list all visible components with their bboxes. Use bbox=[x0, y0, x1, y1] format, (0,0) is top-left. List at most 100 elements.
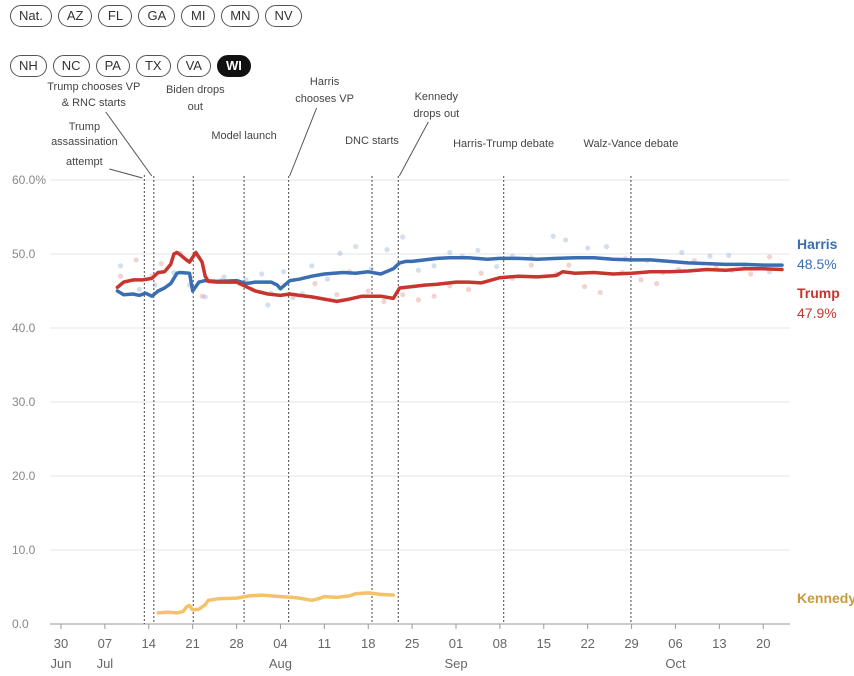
event-label: chooses VP bbox=[295, 93, 354, 105]
trump-poll-dot bbox=[312, 281, 318, 287]
state-tab[interactable]: MN bbox=[221, 5, 260, 27]
harris-poll-dot bbox=[280, 269, 287, 275]
x-tick-label: 30 bbox=[54, 636, 68, 651]
y-tick-label: 20.0 bbox=[12, 469, 36, 483]
event-label: drops out bbox=[413, 108, 459, 120]
x-tick-label: 15 bbox=[537, 636, 551, 651]
x-month-label: Aug bbox=[269, 656, 292, 671]
state-tabs-row-2: NH NC PA TX VA WI bbox=[10, 55, 251, 77]
trump-poll-dot bbox=[654, 281, 660, 287]
event-connector bbox=[398, 121, 429, 177]
y-tick-label: 60.0% bbox=[12, 173, 46, 187]
x-tick-label: 18 bbox=[361, 636, 375, 651]
trump-poll-dot bbox=[365, 288, 371, 294]
y-tick-label: 30.0 bbox=[12, 395, 36, 409]
series-label-kennedy: Kennedy bbox=[797, 590, 854, 606]
harris-poll-dot bbox=[415, 267, 421, 273]
harris-poll-dot bbox=[563, 237, 569, 243]
series-label-harris: Harris bbox=[797, 236, 838, 252]
harris-poll-dot bbox=[136, 286, 142, 293]
trump-poll-dot bbox=[431, 293, 437, 299]
trump-poll-dot bbox=[158, 261, 164, 267]
harris-poll-dot bbox=[679, 249, 685, 256]
trump-poll-dot bbox=[199, 293, 205, 299]
trump-poll-dot bbox=[748, 271, 754, 277]
harris-poll-dot bbox=[202, 294, 208, 300]
x-month-label: Jun bbox=[51, 656, 72, 671]
event-label: attempt bbox=[66, 156, 103, 168]
trump-poll-dot bbox=[766, 254, 773, 260]
x-tick-label: 08 bbox=[493, 636, 507, 651]
y-tick-label: 10.0 bbox=[12, 543, 36, 557]
harris-poll-dot bbox=[447, 249, 453, 256]
harris-poll-dot bbox=[152, 282, 158, 288]
event-label: Biden drops bbox=[166, 84, 225, 96]
trump-poll-dot bbox=[415, 297, 421, 303]
event-label: Walz-Vance debate bbox=[584, 138, 679, 150]
harris-poll-dot bbox=[117, 263, 124, 269]
harris-poll-dot bbox=[243, 277, 249, 283]
series-value-harris: 48.5% bbox=[797, 256, 837, 272]
harris-poll-dot bbox=[603, 244, 610, 250]
event-label: assassination bbox=[51, 136, 118, 148]
x-tick-label: 21 bbox=[185, 636, 199, 651]
x-tick-label: 20 bbox=[756, 636, 770, 651]
harris-poll-dot bbox=[431, 263, 437, 269]
event-connector bbox=[289, 107, 318, 177]
x-tick-label: 22 bbox=[580, 636, 594, 651]
trump-poll-dot bbox=[597, 289, 603, 296]
x-tick-label: 11 bbox=[318, 636, 332, 651]
harris-poll-dot bbox=[384, 246, 390, 253]
state-tab[interactable]: PA bbox=[95, 55, 130, 77]
state-tab[interactable]: AZ bbox=[57, 5, 93, 27]
trump-poll-dot bbox=[117, 273, 124, 279]
trump-poll-dot bbox=[133, 257, 139, 263]
state-tab[interactable]: GA bbox=[138, 5, 176, 27]
harris-poll-dot bbox=[585, 245, 591, 251]
state-tab[interactable]: NH bbox=[10, 55, 47, 77]
harris-poll-dot bbox=[259, 271, 265, 277]
event-label: Trump bbox=[69, 121, 100, 133]
event-label: Trump chooses VP bbox=[47, 81, 140, 93]
harris-poll-dot bbox=[309, 263, 315, 269]
harris-poll-dot bbox=[265, 302, 271, 308]
event-label: Model launch bbox=[211, 130, 276, 142]
event-connector bbox=[105, 111, 153, 177]
x-tick-label: 13 bbox=[712, 636, 726, 651]
state-tab[interactable]: Nat. bbox=[10, 5, 52, 27]
x-month-label: Oct bbox=[665, 656, 686, 671]
state-tab[interactable]: NV bbox=[265, 5, 302, 27]
state-tab[interactable]: FL bbox=[98, 5, 133, 27]
series-label-trump: Trump bbox=[797, 285, 840, 301]
trump-poll-dot bbox=[581, 283, 588, 290]
trump-poll-dot bbox=[478, 270, 484, 276]
x-tick-label: 28 bbox=[229, 636, 243, 651]
trump-average-line bbox=[115, 250, 784, 304]
trump-poll-dot bbox=[465, 286, 472, 293]
x-month-label: Jul bbox=[97, 656, 114, 671]
harris-poll-dot bbox=[337, 250, 343, 256]
harris-poll-dot bbox=[353, 244, 359, 250]
x-tick-label: 06 bbox=[668, 636, 682, 651]
harris-poll-dot bbox=[221, 274, 227, 280]
state-tab[interactable]: NC bbox=[52, 55, 90, 77]
x-tick-label: 07 bbox=[98, 636, 112, 651]
series-value-trump: 47.9% bbox=[797, 305, 837, 321]
harris-poll-dot bbox=[494, 263, 500, 270]
harris-poll-dot bbox=[707, 253, 713, 259]
event-label: Kennedy bbox=[415, 91, 459, 103]
state-tab[interactable]: VA bbox=[176, 55, 211, 77]
state-tab[interactable]: MI bbox=[181, 5, 216, 27]
trump-poll-dot bbox=[334, 292, 340, 298]
event-label: DNC starts bbox=[345, 135, 399, 147]
y-tick-label: 0.0 bbox=[12, 617, 29, 631]
kennedy-average-line bbox=[156, 591, 396, 615]
x-tick-label: 29 bbox=[624, 636, 638, 651]
event-label: Harris-Trump debate bbox=[453, 138, 554, 150]
trump-poll-dot bbox=[400, 292, 406, 298]
harris-average-line bbox=[115, 255, 784, 298]
state-tab[interactable]: WI bbox=[216, 55, 251, 77]
trump-poll-dot bbox=[566, 262, 572, 268]
state-tab[interactable]: TX bbox=[135, 55, 171, 77]
trump-poll-dot bbox=[381, 298, 387, 304]
